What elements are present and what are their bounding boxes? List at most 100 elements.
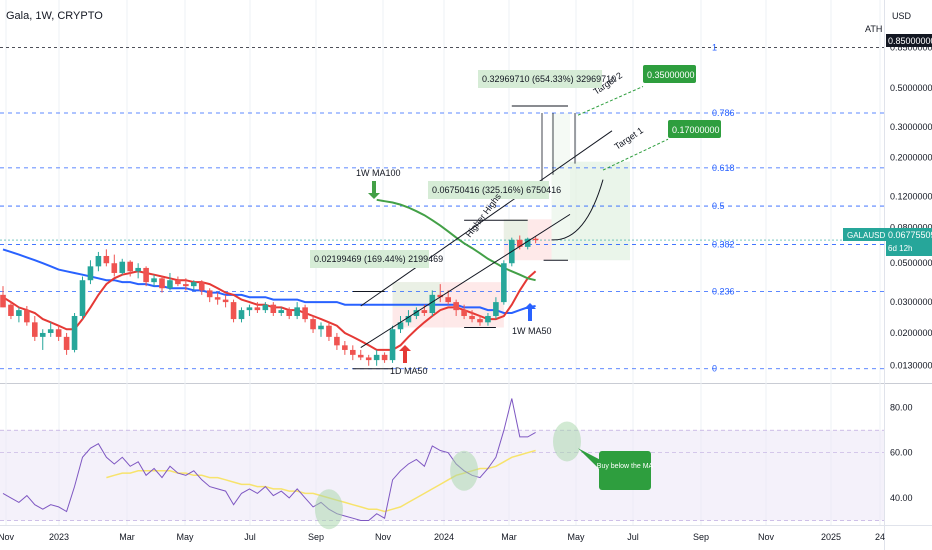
x-tick-label: Jul [244,532,256,542]
candle-body [127,261,133,272]
candle-body [254,307,261,311]
candle-body [95,255,102,267]
candle-body [286,310,292,316]
measure-text-1: 0.02199469 (169.44%) 2199469 [314,254,443,264]
candle-body [294,307,300,316]
candle-body [469,315,475,320]
candle-body [87,266,94,281]
candle-body [413,310,420,316]
countdown-label: 6d 12h [888,244,912,253]
rsi-tick-label: 80.00 [890,403,913,413]
candle-body [278,310,285,313]
candle-body [516,239,523,247]
measure-box-1 [310,250,429,268]
candle-body [326,325,332,337]
x-tick-label: Sep [693,532,709,542]
candle-body [230,302,237,320]
candle-body [16,310,22,316]
fib-label: 0 [712,364,717,374]
candle-body [532,238,539,241]
symbol-tag [843,228,887,241]
candle-body [39,332,46,337]
ath-label: ATH [865,24,882,34]
candle-body [135,267,141,272]
fib-label: 0.236 [712,286,735,296]
x-tick-label: 2023 [49,532,69,542]
candle-body [318,325,324,330]
candle-body [198,282,205,291]
candle-body [32,322,38,337]
current-price-value: 0.06775509 [888,230,932,240]
buy-callout-pointer [578,448,604,471]
x-tick-label: 2024 [434,532,454,542]
candle-body [485,315,491,323]
ath-price-value: 0.85000000 [888,36,932,46]
candle-body [350,349,356,355]
x-tick-label: 24 [875,532,885,542]
target-2-box: 0.35000000 [643,65,696,83]
candle-body [47,329,54,333]
d-ma50-annotation: 1D MA50 [390,366,428,376]
candle-body [373,354,380,361]
candle-body [493,302,499,316]
rsi-lines [2,398,604,530]
rsi-tick-label: 40.00 [890,493,913,503]
fib-levels: 1 0.786 0.618 0.5 0.382 0.236 0 [0,43,884,374]
rsi-buy-highlight [553,421,581,462]
candle-body [222,299,229,303]
y-tick-label: 0.85000000 [890,43,932,53]
target-1-box: 0.17000000 [668,120,721,138]
candle-body [389,329,396,361]
target-2-value: 0.35000000 [647,70,695,80]
current-price-tag [886,228,932,256]
candle-body [63,336,70,350]
projection-curve [551,179,604,241]
x-tick-label: Nov [758,532,775,542]
x-tick-label: May [176,532,194,542]
candle-body [111,263,118,273]
x-tick-label: Sep [308,532,324,542]
fib-label: 0.382 [712,239,735,249]
fib-label: 0.786 [712,108,735,118]
candle-body [159,278,165,289]
zone-box [503,219,528,244]
symbol-label: GALAUSD [847,231,885,240]
buy-below-ma-box [599,451,651,490]
candle-body [501,263,507,303]
candle-body [238,310,245,320]
candle-body [342,345,348,350]
rsi-line [2,398,536,521]
buy-below-ma-text: Buy below the MA [597,463,654,470]
candle-body [310,319,316,330]
candle-body [453,302,459,311]
candle-body [0,294,6,308]
channel-upper-line [360,130,613,307]
candle-body [214,297,221,300]
candle-body [445,297,451,303]
candle-body [79,280,86,316]
candle-body [175,280,181,285]
candle-body [8,304,14,316]
candle-body [143,267,149,283]
fib-label: 1 [712,43,717,53]
candle-body [381,354,388,361]
candle-body [437,294,444,298]
measure-text-2: 0.06750416 (325.16%) 6750416 [432,185,561,195]
candle-body [103,255,110,264]
fib-label: 0.5 [712,201,725,211]
currency-label[interactable]: USD [892,11,912,21]
ma100-line [376,198,536,282]
x-tick-label: Mar [119,532,135,542]
target-1-connector [602,138,669,171]
ma100-annotation: 1W MA100 [356,168,401,178]
rsi-tick-label: 60.00 [890,448,913,458]
